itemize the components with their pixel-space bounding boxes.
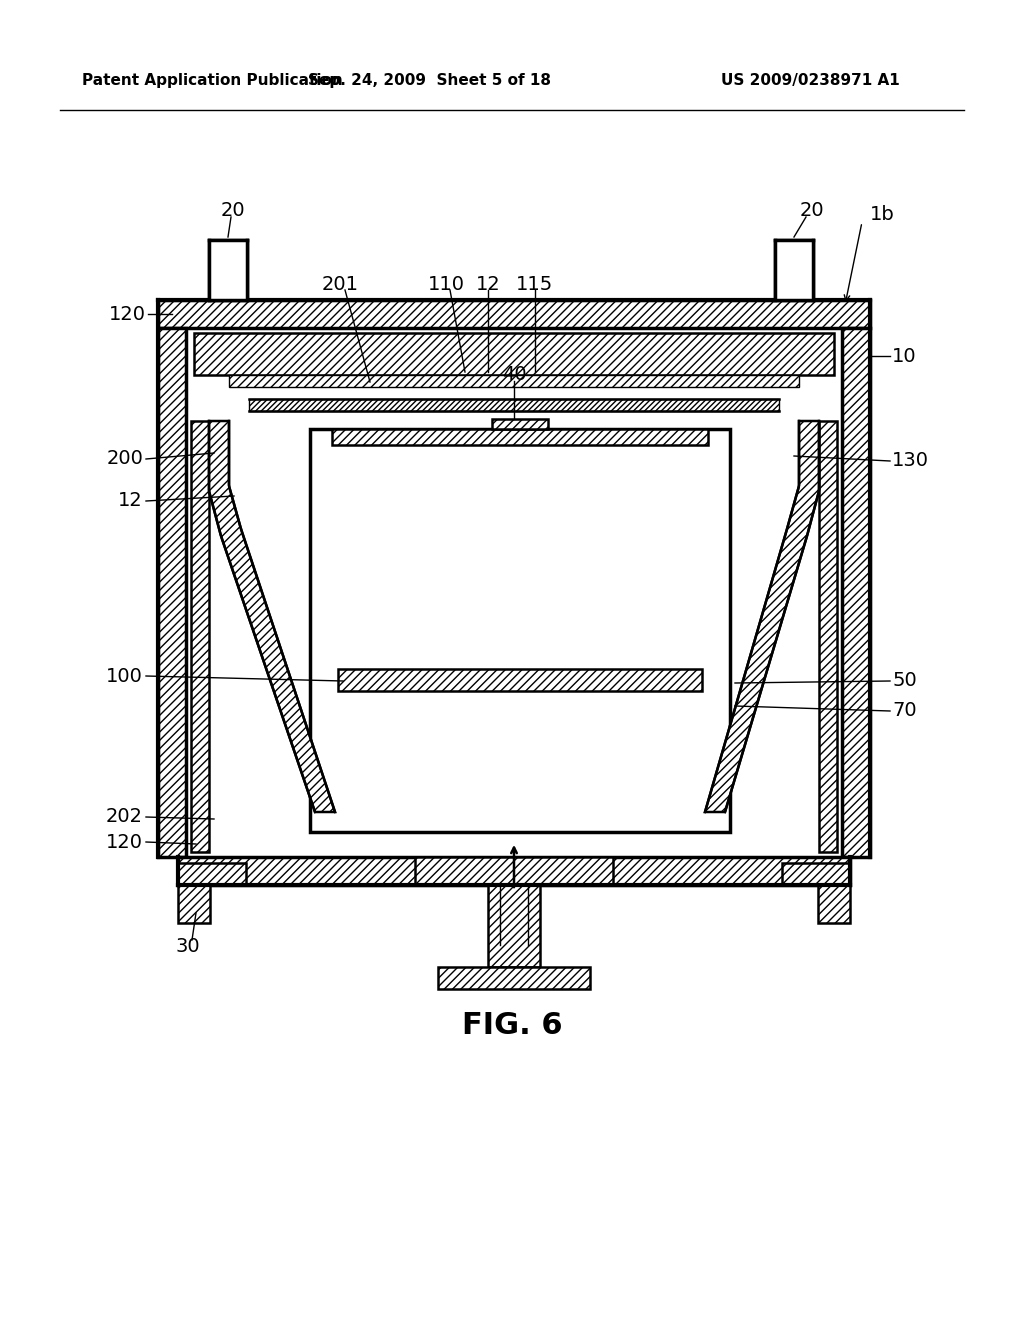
Text: US 2009/0238971 A1: US 2009/0238971 A1 xyxy=(721,73,899,87)
Text: 20: 20 xyxy=(221,201,246,219)
Text: 10: 10 xyxy=(892,346,916,366)
Text: 115: 115 xyxy=(516,275,554,293)
Polygon shape xyxy=(492,418,548,429)
Text: 202: 202 xyxy=(106,808,143,826)
Polygon shape xyxy=(191,421,209,851)
Text: 100: 100 xyxy=(106,667,143,685)
Text: 30: 30 xyxy=(176,937,201,957)
Text: 20: 20 xyxy=(800,201,824,219)
Polygon shape xyxy=(332,429,708,445)
Polygon shape xyxy=(438,968,590,989)
Text: 200: 200 xyxy=(106,450,143,469)
Polygon shape xyxy=(818,884,850,923)
Polygon shape xyxy=(775,240,813,300)
Text: 50: 50 xyxy=(892,672,916,690)
Text: 110: 110 xyxy=(427,275,465,293)
Text: Sep. 24, 2009  Sheet 5 of 18: Sep. 24, 2009 Sheet 5 of 18 xyxy=(308,73,552,87)
Polygon shape xyxy=(310,429,730,832)
Polygon shape xyxy=(178,857,850,884)
Polygon shape xyxy=(819,421,837,851)
Text: 70: 70 xyxy=(892,701,916,721)
Polygon shape xyxy=(178,884,210,923)
Text: 201: 201 xyxy=(322,275,358,293)
Polygon shape xyxy=(249,399,779,411)
Text: 1b: 1b xyxy=(870,205,895,223)
Polygon shape xyxy=(194,333,834,375)
Polygon shape xyxy=(782,862,850,884)
Polygon shape xyxy=(705,421,819,812)
Text: 120: 120 xyxy=(109,305,146,323)
Polygon shape xyxy=(842,327,870,857)
Polygon shape xyxy=(415,857,612,884)
Polygon shape xyxy=(158,327,186,857)
Text: Patent Application Publication: Patent Application Publication xyxy=(82,73,343,87)
Polygon shape xyxy=(209,240,247,300)
Text: 120: 120 xyxy=(106,833,143,851)
Polygon shape xyxy=(158,300,870,327)
Text: 40: 40 xyxy=(502,364,526,384)
Polygon shape xyxy=(229,375,799,387)
Text: FIG. 6: FIG. 6 xyxy=(462,1011,562,1040)
Polygon shape xyxy=(209,421,335,812)
Text: 12: 12 xyxy=(118,491,143,511)
Polygon shape xyxy=(178,862,246,884)
Polygon shape xyxy=(488,884,540,968)
Text: 12: 12 xyxy=(475,275,501,293)
Polygon shape xyxy=(338,669,702,690)
Text: 130: 130 xyxy=(892,451,929,470)
